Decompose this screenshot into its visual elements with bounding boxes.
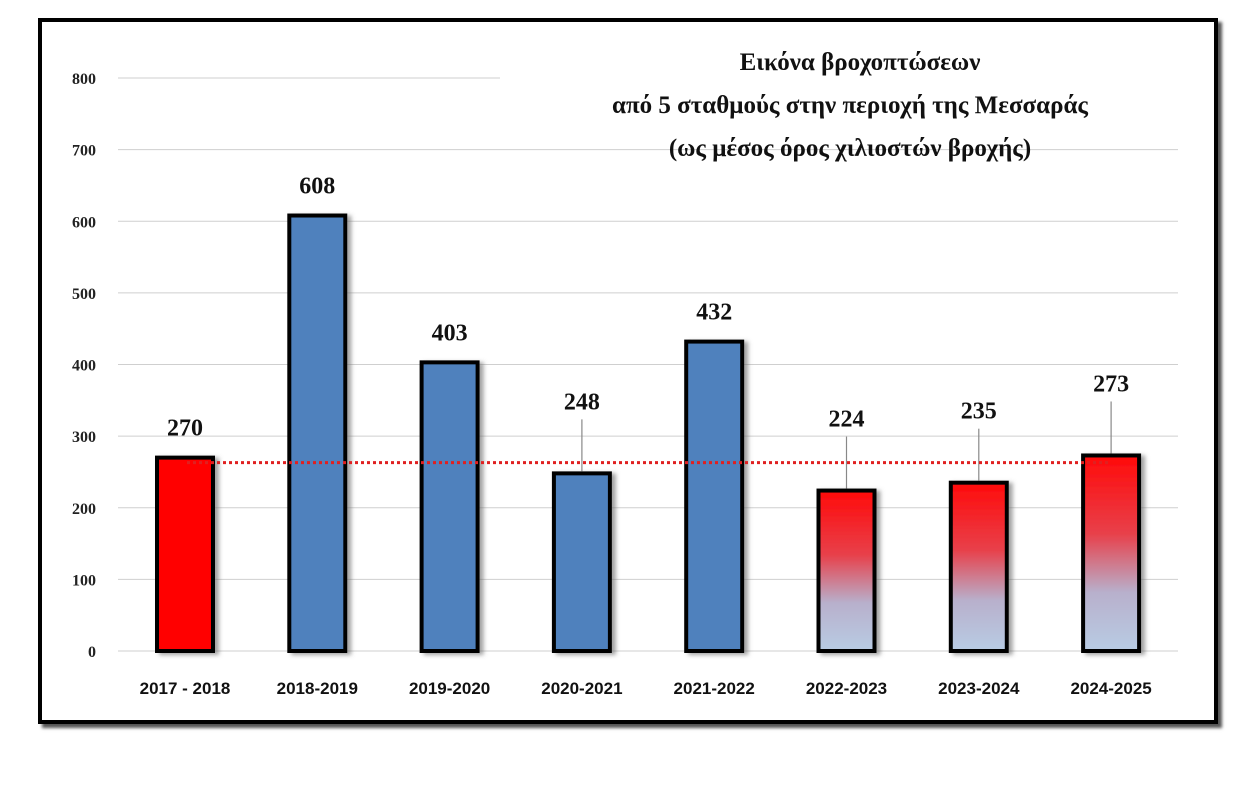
x-tick-label: 2022-2023 [806,679,887,698]
y-tick-label: 100 [72,572,96,589]
data-label: 273 [1093,371,1129,397]
data-label: 608 [299,174,335,200]
data-label: 235 [961,399,997,425]
y-tick-label: 300 [72,429,96,446]
bar [1081,453,1142,653]
y-tick-label: 600 [72,214,96,231]
data-label: 403 [432,320,468,346]
y-tick-label: 0 [88,644,96,661]
x-tick-label: 2017 - 2018 [140,679,231,698]
x-tick-label: 2019-2020 [409,679,490,698]
x-tick-label: 2020-2021 [541,679,622,698]
bar [684,339,745,653]
x-tick-label: 2023-2024 [938,679,1020,698]
y-tick-label: 500 [72,286,96,303]
x-tick-label: 2024-2025 [1070,679,1151,698]
y-tick-label: 200 [72,501,96,518]
y-tick-label: 800 [72,71,96,88]
chart-title-line-2: από 5 σταθμούς στην περιοχή της Μεσσαράς [612,92,1088,119]
chart-frame [38,18,1218,724]
chart-title-line-3: (ως μέσος όρος χιλιοστών βροχής) [669,135,1031,162]
bar [287,213,348,654]
y-tick-label: 700 [72,143,96,160]
data-label: 248 [564,389,600,415]
bar [155,455,215,653]
x-tick-label: 2021-2022 [674,679,755,698]
data-label: 432 [696,300,732,326]
data-label: 224 [829,407,865,433]
y-tick-label: 400 [72,358,96,375]
bar [419,360,480,653]
data-label: 270 [167,416,203,442]
x-tick-label: 2018-2019 [277,679,358,698]
bar [816,488,877,653]
bar [948,480,1009,653]
chart-title-line-1: Εικόνα βροχοπτώσεων [740,49,981,76]
bar [551,471,612,653]
